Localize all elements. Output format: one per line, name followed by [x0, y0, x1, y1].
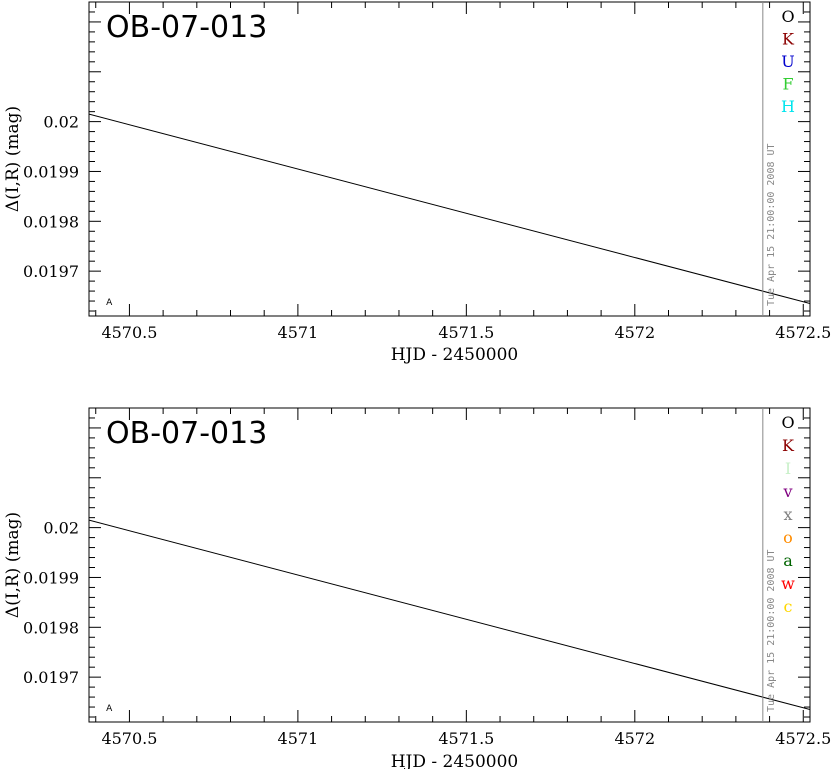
y-tick-label: 0.02	[43, 519, 79, 538]
y-tick-label: 0.0197	[23, 668, 79, 687]
legend-entry: O	[781, 7, 794, 26]
date-marker-label: Tue Apr 15 21:00:00 2008 UT	[766, 549, 777, 712]
date-marker-label: Tue Apr 15 21:00:00 2008 UT	[766, 143, 777, 306]
x-tick-label: 4571	[278, 323, 319, 342]
x-tick-label: 4572.5	[775, 729, 831, 748]
x-tick-label: 4571.5	[438, 323, 494, 342]
legend-entry: H	[781, 97, 795, 116]
y-axis-title: Δ(I,R) (mag)	[3, 106, 23, 212]
plot-frame	[88, 407, 811, 723]
series-line	[89, 519, 810, 711]
legend-entry: o	[783, 528, 793, 547]
legend-entry: I	[785, 459, 791, 478]
x-tick-label: 4572.5	[775, 323, 831, 342]
legend-entry: v	[782, 482, 792, 501]
legend-entry: K	[782, 30, 795, 49]
y-tick-label: 0.0197	[23, 262, 79, 281]
y-tick-label: 0.0199	[23, 162, 79, 181]
x-tick-label: 4570.5	[101, 323, 157, 342]
x-tick-label: 4570.5	[101, 729, 157, 748]
y-tick-label: 0.0198	[23, 618, 79, 637]
legend-entry: U	[781, 52, 794, 71]
chart-title: OB-07-013	[106, 10, 267, 45]
x-tick-label: 4571.5	[438, 729, 494, 748]
x-axis-title: HJD - 2450000	[391, 752, 519, 769]
corner-label: A	[106, 298, 113, 308]
y-axis-title: Δ(I,R) (mag)	[3, 512, 23, 618]
legend-entry: c	[784, 597, 793, 616]
legend-entry: x	[783, 505, 792, 524]
chart-panel-1: 4570.5 4571 4571.5 4572 4572.5 0.0197 0.0198 0.…	[3, 1, 831, 365]
chart-title: OB-07-013	[106, 416, 267, 451]
y-tick-label: 0.02	[43, 113, 79, 132]
y-tick-label: 0.0199	[23, 568, 79, 587]
corner-label: A	[106, 704, 113, 714]
legend-entry: O	[781, 413, 794, 432]
legend-entry: a	[783, 551, 793, 570]
y-tick-label: 0.0198	[23, 212, 79, 231]
legend-entry: K	[782, 436, 795, 455]
legend-entry: F	[782, 75, 793, 94]
legend-entry: w	[781, 574, 795, 593]
chart-panel-2: 4570.5 4571 4571.5 4572 4572.5 0.0197 0.0198 0.…	[3, 407, 831, 769]
x-tick-label: 4572	[614, 729, 655, 748]
x-tick-label: 4571	[278, 729, 319, 748]
x-axis-title: HJD - 2450000	[391, 345, 519, 365]
plot-frame	[88, 1, 811, 317]
series-line	[89, 113, 810, 305]
x-tick-label: 4572	[614, 323, 655, 342]
